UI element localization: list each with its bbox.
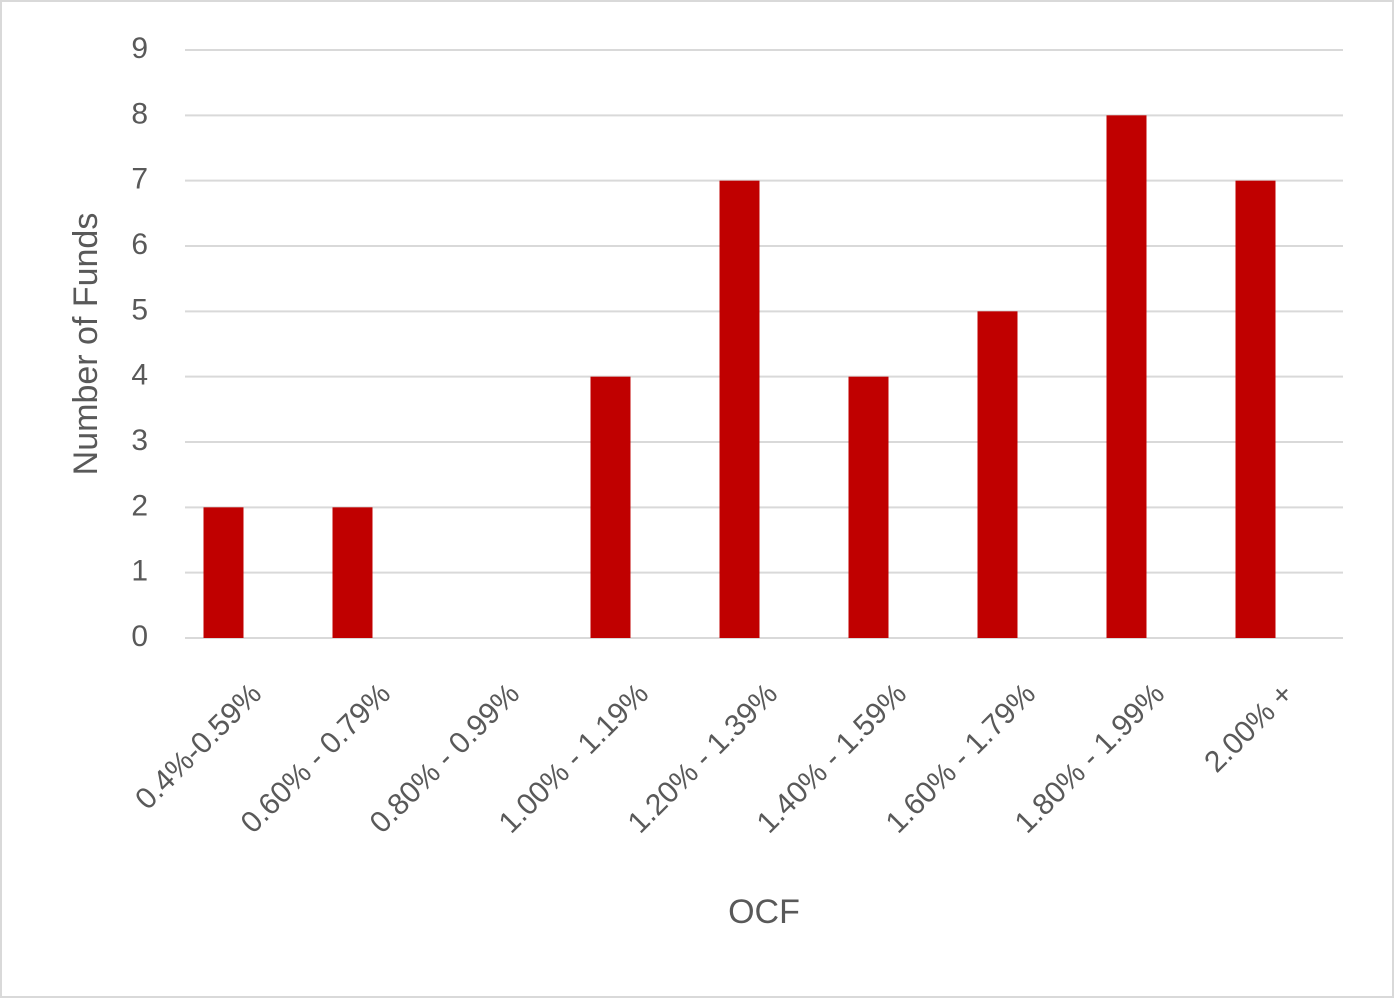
bar [977,311,1018,638]
y-tick-label: 1 [131,555,148,588]
y-tick-label: 8 [131,97,148,130]
y-axis-title: Number of Funds [67,213,105,476]
bar [1235,180,1276,638]
y-tick-label: 6 [131,228,148,261]
bar [332,507,373,638]
y-tick-label: 9 [131,32,148,65]
bar [1106,115,1147,639]
x-axis-title: OCF [728,893,800,931]
y-tick-label: 4 [131,359,148,392]
y-tick-label: 3 [131,424,148,457]
bar [848,376,889,638]
y-tick-label: 5 [131,293,148,326]
y-tick-label: 0 [131,620,148,653]
y-tick-label: 2 [131,489,148,522]
bar [590,376,631,638]
bar [719,180,760,638]
bar [203,507,244,638]
y-tick-label: 7 [131,163,148,196]
